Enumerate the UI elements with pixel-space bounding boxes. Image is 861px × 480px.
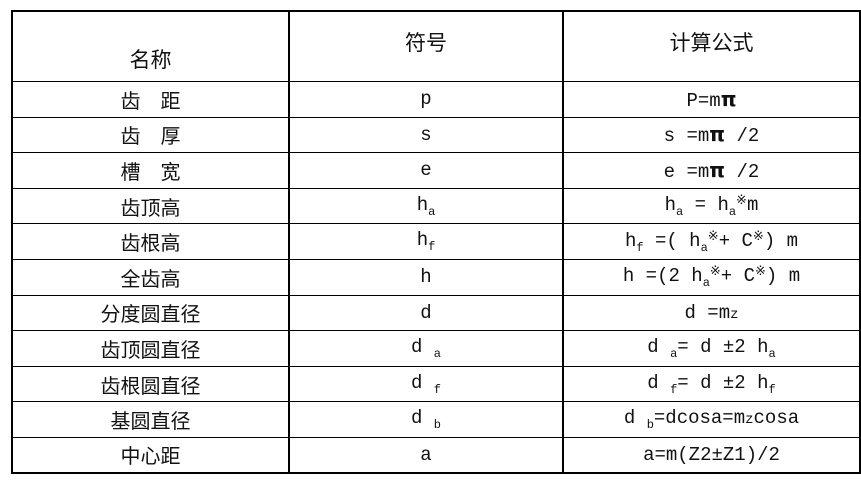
- formula-cell: h =(2 ha※+ C※) m: [562, 258, 861, 296]
- formula-cell: a=m(Z2±Z1)/2: [562, 436, 861, 474]
- formula-cell: hf =( ha※+ C※) m: [562, 223, 861, 260]
- table-row: 分度圆直径 d d =mz: [11, 294, 861, 332]
- column-header-name: 名称: [11, 10, 290, 82]
- name-cell: 全齿高: [11, 258, 290, 296]
- table-row: 中心距 a a=m(Z2±Z1)/2: [11, 436, 861, 474]
- name-cell: 分度圆直径: [11, 294, 290, 332]
- symbol-cell: p: [288, 81, 564, 118]
- symbol-cell: h: [288, 258, 564, 296]
- formula-cell: d b=dcosa=mzcosa: [562, 401, 861, 438]
- formula-cell: ha = ha※m: [562, 187, 861, 225]
- table-row: 全齿高 h h =(2 ha※+ C※) m: [11, 258, 861, 296]
- name-cell: 齿 距: [11, 81, 290, 118]
- symbol-cell: hf: [288, 223, 564, 260]
- table-row: 齿顶高 ha ha = ha※m: [11, 187, 861, 225]
- symbol-cell: d a: [288, 330, 564, 367]
- header-row: 名称 符号 计算公式: [11, 10, 861, 82]
- symbol-cell: a: [288, 436, 564, 474]
- formula-cell: s =mπ /2: [562, 116, 861, 154]
- column-header-formula: 计算公式: [562, 10, 861, 82]
- column-header-symbol: 符号: [288, 10, 564, 82]
- formula-cell: d =mz: [562, 294, 861, 332]
- name-cell: 齿根圆直径: [11, 365, 290, 403]
- formula-cell: P=mπ: [562, 81, 861, 118]
- symbol-cell: d b: [288, 401, 564, 438]
- name-cell: 齿根高: [11, 223, 290, 260]
- symbol-cell: d f: [288, 365, 564, 403]
- table-row: 齿 距 p P=mπ: [11, 81, 861, 118]
- formula-cell: e =mπ /2: [562, 152, 861, 189]
- symbol-cell: ha: [288, 187, 564, 225]
- symbol-cell: e: [288, 152, 564, 189]
- name-cell: 齿顶高: [11, 187, 290, 225]
- name-cell: 基圆直径: [11, 401, 290, 438]
- name-cell: 槽 宽: [11, 152, 290, 189]
- name-cell: 中心距: [11, 436, 290, 474]
- name-cell: 齿顶圆直径: [11, 330, 290, 367]
- symbol-cell: s: [288, 116, 564, 154]
- symbol-cell: d: [288, 294, 564, 332]
- formula-cell: d f= d ±2 hf: [562, 365, 861, 403]
- formula-cell: d a= d ±2 ha: [562, 330, 861, 367]
- table-row: 齿根高 hf hf =( ha※+ C※) m: [11, 223, 861, 260]
- name-cell: 齿 厚: [11, 116, 290, 154]
